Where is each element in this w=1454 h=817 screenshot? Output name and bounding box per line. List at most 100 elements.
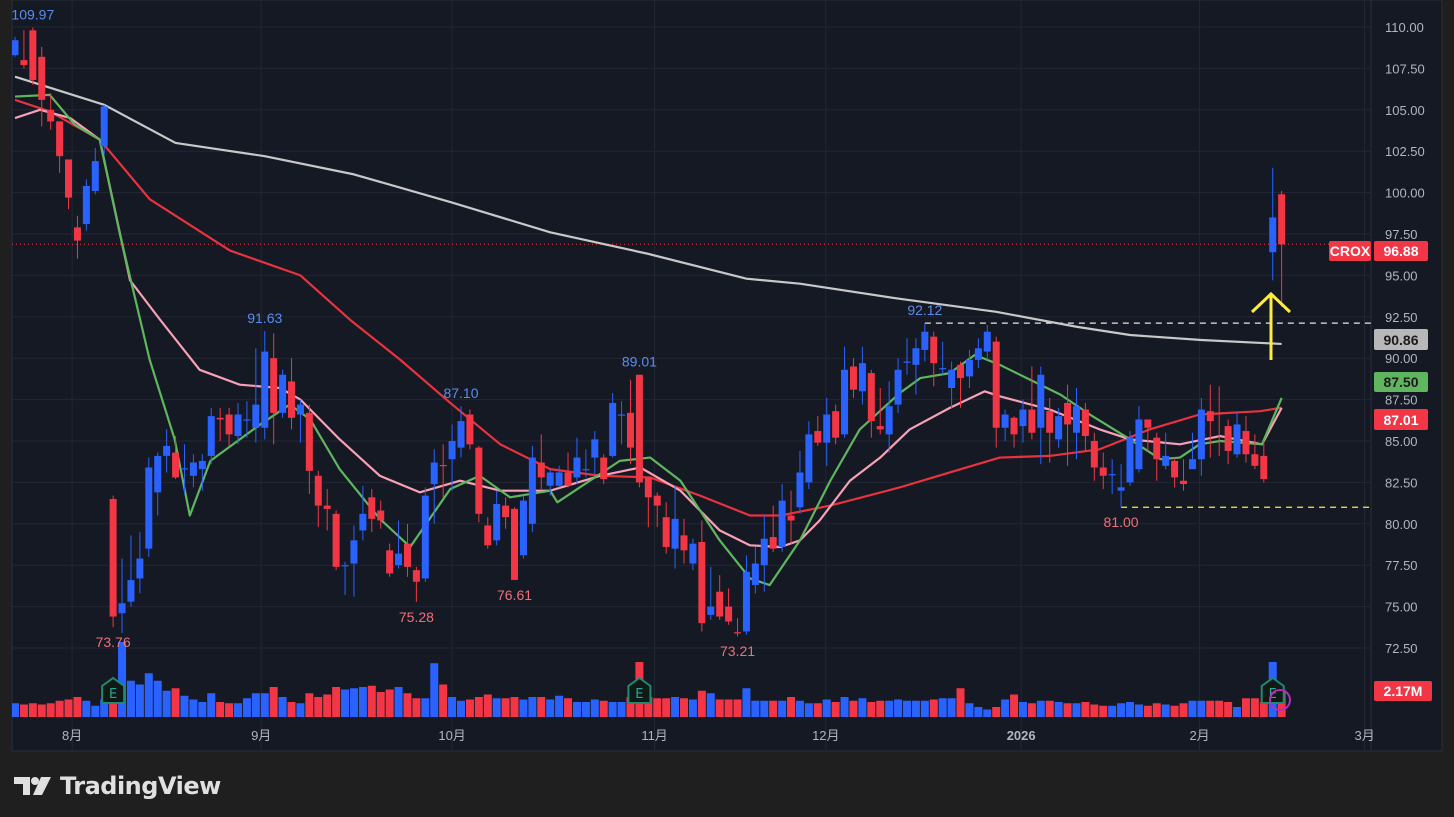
volume-bar: [688, 699, 697, 717]
time-axis[interactable]: 8月 9月 10月 11月 12月 2026 2月 3月: [62, 728, 1375, 743]
candle: [1260, 441, 1268, 483]
volume-bar: [519, 699, 528, 717]
volume-bar: [439, 684, 448, 717]
candle: [555, 465, 563, 488]
volume-bar: [1126, 702, 1134, 717]
earnings-letter: E: [109, 687, 117, 702]
symbol-label: CROX: [1330, 243, 1371, 259]
ma-200-line: [14, 75, 1282, 346]
price-extreme-label: 109.97: [11, 6, 54, 22]
candle: [29, 27, 37, 85]
candle: [992, 336, 1000, 448]
candle: [350, 525, 358, 597]
candle: [38, 46, 46, 127]
candle: [546, 469, 554, 496]
volume-bar: [929, 699, 938, 717]
candle-body: [858, 363, 866, 392]
volume-bar: [376, 692, 385, 717]
volume-bar: [323, 694, 332, 717]
volume-bar: [911, 700, 920, 717]
volume-bar: [100, 699, 109, 717]
volume-bar: [46, 703, 55, 717]
candle-body: [73, 227, 81, 241]
candle-body: [234, 414, 242, 437]
candle-body: [965, 359, 973, 377]
earnings-badge-icon: [1260, 676, 1285, 704]
candle-body: [288, 381, 296, 418]
price-extreme-label: 73.76: [96, 634, 131, 650]
candle-body: [921, 331, 929, 350]
volume-bar: [1099, 705, 1108, 717]
earnings-marker[interactable]: E: [101, 676, 126, 704]
volume-bar: [795, 700, 804, 717]
candle: [100, 104, 108, 155]
volume-bar: [1090, 704, 1099, 717]
volume-bar: [1063, 703, 1072, 717]
ma-200-badge: 90.86: [1374, 329, 1428, 350]
candle-body: [136, 558, 144, 579]
candle: [198, 454, 206, 491]
volume-bar: [1027, 703, 1036, 717]
candle: [1162, 432, 1170, 470]
volume-bar: [403, 693, 412, 717]
candle: [1126, 431, 1134, 486]
candle: [279, 369, 287, 418]
candle: [493, 490, 501, 546]
volume-bar: [992, 707, 1001, 717]
candle: [707, 566, 715, 620]
volume-bar: [831, 702, 840, 717]
candle-body: [939, 368, 947, 370]
candle-body: [1072, 406, 1080, 433]
candle-body: [323, 505, 331, 509]
candle: [1206, 384, 1214, 458]
candle: [466, 409, 474, 450]
volume-bar: [590, 699, 599, 717]
level-lines[interactable]: [12, 243, 1371, 508]
price-axis[interactable]: 110.00 107.50 105.00 102.50 100.00 97.50 95.00…: [1385, 20, 1425, 656]
candle-body: [29, 30, 37, 80]
volume-bar: [903, 700, 911, 717]
candle: [635, 374, 643, 488]
volume-bar: [341, 689, 350, 717]
volume-bars: [12, 642, 1286, 717]
tradingview-logo[interactable]: TradingView: [14, 772, 221, 800]
up-arrow-drawing[interactable]: [1250, 291, 1292, 360]
candle-body: [1135, 419, 1143, 470]
candle: [769, 505, 777, 552]
earnings-badge-icon: [627, 676, 652, 704]
candle-body: [742, 571, 750, 632]
candle: [680, 518, 688, 564]
candle-body: [1037, 374, 1045, 428]
candle: [412, 566, 420, 602]
candle-body: [555, 472, 563, 486]
volume-bar: [1250, 698, 1259, 717]
event-circle-icon[interactable]: [1269, 689, 1291, 711]
candle: [56, 121, 64, 173]
candle-body: [698, 542, 706, 624]
candle: [154, 452, 162, 516]
volume-bar: [118, 642, 127, 717]
candle-body: [314, 475, 322, 506]
volume-bar: [564, 698, 573, 717]
price-tick-label: 82.50: [1385, 475, 1418, 490]
candle-body: [725, 606, 733, 622]
candle: [609, 392, 617, 458]
volume-bar: [965, 703, 974, 717]
time-tick-label: 10月: [438, 728, 465, 743]
candle-body: [448, 441, 456, 460]
candle: [814, 416, 822, 446]
earnings-marker[interactable]: E: [627, 676, 652, 704]
candle-body: [1224, 426, 1232, 451]
candle-body: [1153, 437, 1161, 460]
price-tick-label: 72.50: [1385, 641, 1418, 656]
volume-bar: [82, 700, 91, 717]
volume-bar: [885, 700, 894, 717]
candle-body: [689, 543, 697, 564]
volume-bar: [867, 702, 876, 717]
candle: [957, 361, 965, 408]
candle-body: [903, 361, 911, 363]
candle: [725, 588, 733, 625]
candle: [47, 93, 55, 130]
